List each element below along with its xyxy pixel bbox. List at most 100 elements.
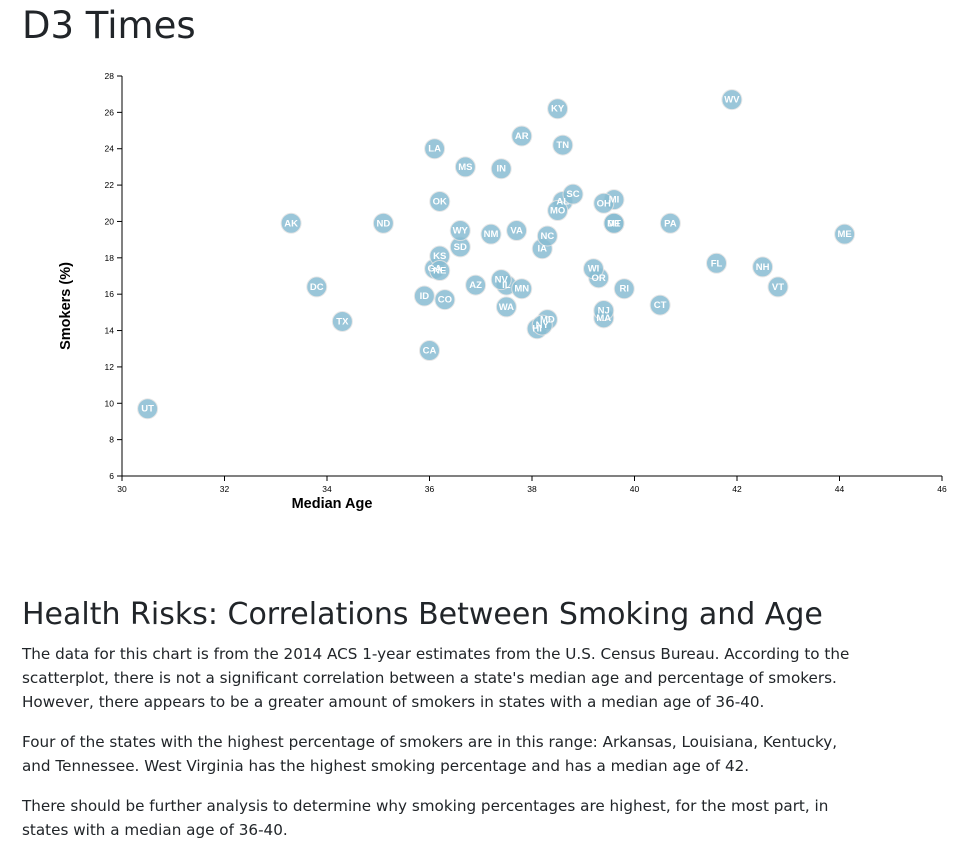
state-point [419, 340, 440, 362]
state-label: SC [566, 189, 579, 200]
state-point [593, 192, 615, 214]
state-point [449, 220, 471, 242]
state-label: AR [515, 131, 529, 142]
state-point [495, 296, 517, 318]
x-tick-label: 34 [322, 484, 332, 494]
x-tick-label: 32 [220, 484, 230, 494]
state-label: CO [438, 295, 452, 306]
state-point [490, 158, 512, 180]
y-tick-label: 20 [105, 216, 115, 226]
state-label: MA [596, 313, 611, 324]
state-point [434, 289, 456, 311]
state-label: NE [433, 266, 446, 277]
state-point [752, 256, 774, 278]
state-label: MI [609, 195, 620, 206]
x-axis: 30 32 34 36 38 40 42 44 46 [117, 475, 947, 494]
y-tick-label: 28 [105, 71, 115, 81]
state-label: CT [654, 300, 667, 311]
state-label: OK [433, 196, 447, 207]
article-paragraph: The data for this chart is from the 2014… [22, 645, 850, 711]
state-label: WV [724, 95, 740, 106]
state-point [834, 223, 856, 245]
state-label: MS [458, 162, 472, 173]
state-label: KY [551, 104, 565, 115]
state-label: DE [607, 218, 620, 229]
state-point [506, 220, 528, 242]
x-tick-label: 44 [835, 484, 845, 494]
scatter-chart: 6 8 10 12 14 16 18 20 22 24 26 28 30 32 34 36 38 40 42 44 4… [0, 60, 963, 530]
state-label: ND [377, 218, 391, 229]
state-point [547, 98, 569, 120]
x-tick-label: 40 [630, 484, 640, 494]
y-tick-label: 24 [105, 144, 115, 154]
page-title: D3 Times [22, 4, 196, 47]
state-label: VT [772, 282, 784, 293]
state-point [454, 156, 476, 178]
state-point [603, 212, 625, 234]
state-label: NJ [598, 306, 610, 317]
state-label: DC [310, 282, 324, 293]
state-label: IN [497, 164, 507, 175]
y-axis-title: Smokers (%) [58, 262, 74, 350]
state-point [552, 134, 574, 156]
state-label: UT [141, 404, 154, 415]
state-label: TN [556, 140, 569, 151]
state-label: AK [284, 218, 298, 229]
state-label: MT [607, 218, 621, 229]
y-tick-label: 22 [105, 180, 115, 190]
state-label: NY [536, 320, 550, 331]
y-tick-label: 12 [105, 362, 115, 372]
state-label: WY [453, 226, 469, 237]
state-point [613, 278, 635, 300]
state-point [137, 398, 159, 420]
y-axis: 6 8 10 12 14 16 18 20 22 24 26 28 [105, 71, 123, 481]
x-tick-label: 36 [425, 484, 435, 494]
state-point [490, 269, 512, 291]
y-tick-label: 6 [109, 471, 114, 481]
state-label: SD [454, 242, 467, 253]
state-label: OH [597, 198, 611, 209]
state-label: NC [541, 231, 555, 242]
state-point [659, 212, 681, 234]
article-paragraph: There should be further analysis to dete… [22, 797, 829, 839]
state-point [547, 200, 569, 222]
state-point [583, 258, 604, 280]
state-label: NV [495, 275, 509, 286]
state-label: HI [532, 324, 542, 335]
state-label: LA [428, 144, 441, 155]
state-label: TX [336, 316, 349, 327]
x-tick-label: 42 [732, 484, 742, 494]
state-label: CA [423, 346, 437, 357]
state-label: VA [510, 226, 523, 237]
state-point [306, 276, 328, 298]
y-tick-label: 16 [105, 289, 115, 299]
x-tick-label: 46 [937, 484, 947, 494]
state-label: WI [588, 264, 600, 275]
article: Health Risks: Correlations Between Smoki… [22, 594, 852, 858]
state-point [593, 300, 615, 322]
state-point [331, 310, 353, 332]
state-point [413, 285, 435, 307]
state-point [424, 138, 446, 160]
state-label: ME [838, 229, 852, 240]
state-point [706, 252, 727, 274]
y-tick-label: 18 [105, 253, 115, 263]
state-label: IA [538, 244, 548, 255]
state-label: MO [550, 206, 565, 217]
y-tick-label: 10 [105, 398, 115, 408]
state-label: OR [592, 273, 606, 284]
y-tick-label: 26 [105, 107, 115, 117]
state-label: NM [484, 229, 499, 240]
article-paragraph: Four of the states with the highest perc… [22, 733, 838, 775]
state-point [429, 190, 451, 212]
state-label: GA [428, 264, 442, 275]
state-label: AL [556, 196, 569, 207]
state-point [280, 212, 302, 234]
state-point [511, 278, 533, 300]
y-tick-label: 14 [105, 326, 115, 336]
state-point [536, 225, 558, 247]
state-label: MN [514, 284, 529, 295]
state-label: FL [711, 258, 723, 269]
chart-svg: 6 8 10 12 14 16 18 20 22 24 26 28 30 32 34 36 38 40 42 44 4… [58, 71, 947, 512]
state-point [511, 125, 533, 147]
